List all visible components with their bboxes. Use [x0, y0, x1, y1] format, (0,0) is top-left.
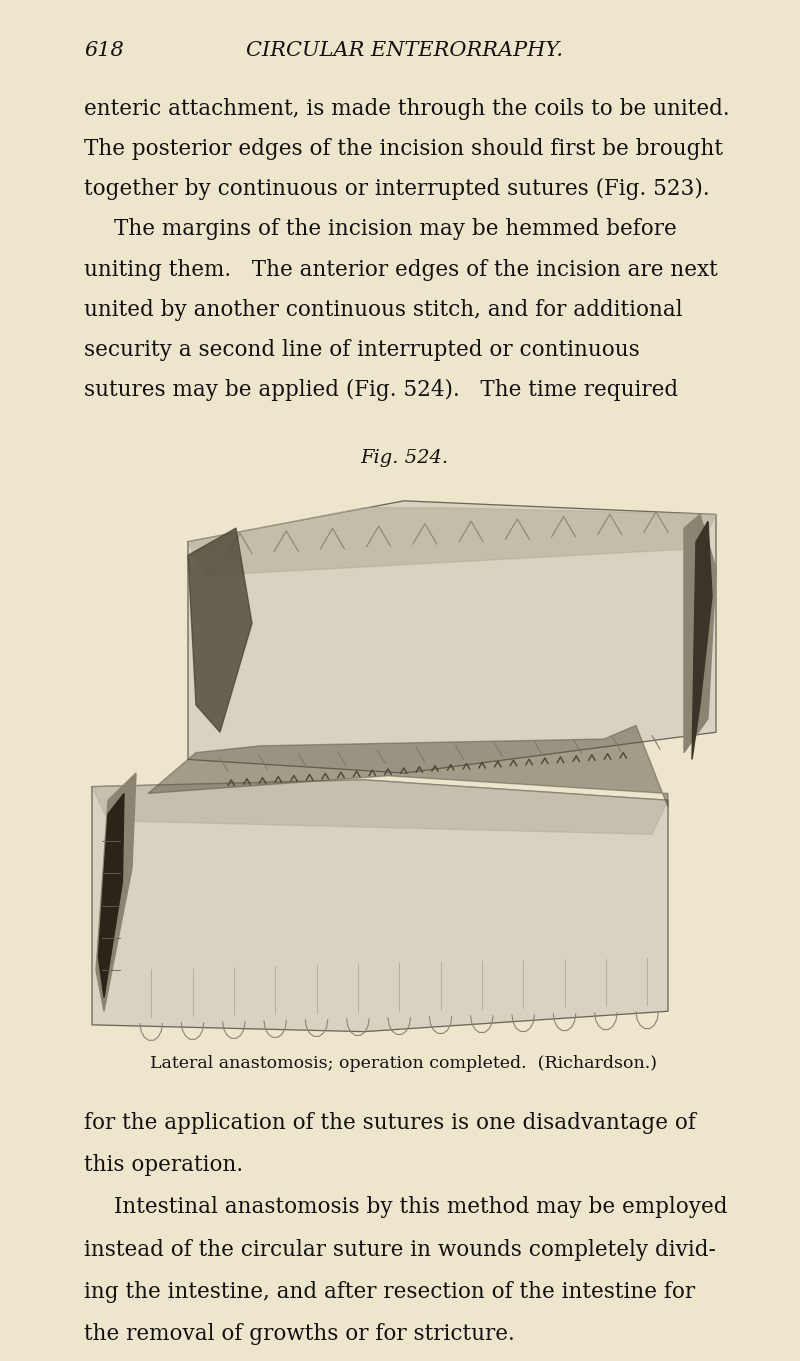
Text: together by continuous or interrupted sutures (Fig. 523).: together by continuous or interrupted su…: [84, 178, 710, 200]
Polygon shape: [692, 521, 712, 759]
Text: Lateral anastomosis; operation completed.  (Richardson.): Lateral anastomosis; operation completed…: [150, 1055, 658, 1071]
Polygon shape: [92, 780, 668, 834]
Text: Fig. 524.: Fig. 524.: [360, 449, 448, 467]
Polygon shape: [188, 528, 252, 732]
Text: ing the intestine, and after resection of the intestine for: ing the intestine, and after resection o…: [84, 1281, 695, 1302]
Polygon shape: [188, 508, 716, 576]
Text: security a second line of interrupted or continuous: security a second line of interrupted or…: [84, 339, 640, 361]
Polygon shape: [684, 514, 716, 753]
Text: The posterior edges of the incision should first be brought: The posterior edges of the incision shou…: [84, 139, 723, 161]
Text: united by another continuous stitch, and for additional: united by another continuous stitch, and…: [84, 299, 682, 321]
Text: enteric attachment, is made through the coils to be united.: enteric attachment, is made through the …: [84, 98, 730, 120]
Polygon shape: [96, 773, 136, 1011]
Text: this operation.: this operation.: [84, 1154, 243, 1176]
Text: the removal of growths or for stricture.: the removal of growths or for stricture.: [84, 1323, 514, 1345]
Text: Intestinal anastomosis by this method may be employed: Intestinal anastomosis by this method ma…: [114, 1196, 728, 1218]
Text: instead of the circular suture in wounds completely divid-: instead of the circular suture in wounds…: [84, 1239, 716, 1260]
Polygon shape: [148, 725, 668, 807]
Text: sutures may be applied (Fig. 524).   The time required: sutures may be applied (Fig. 524). The t…: [84, 380, 678, 401]
Text: The margins of the incision may be hemmed before: The margins of the incision may be hemme…: [114, 218, 677, 241]
Text: for the application of the sutures is one disadvantage of: for the application of the sutures is on…: [84, 1112, 696, 1134]
Polygon shape: [98, 793, 124, 998]
Text: uniting them.   The anterior edges of the incision are next: uniting them. The anterior edges of the …: [84, 259, 718, 280]
Polygon shape: [188, 501, 716, 773]
Polygon shape: [92, 780, 668, 1032]
Text: 618: 618: [84, 41, 124, 60]
Text: CIRCULAR ENTERORRAPHY.: CIRCULAR ENTERORRAPHY.: [246, 41, 562, 60]
